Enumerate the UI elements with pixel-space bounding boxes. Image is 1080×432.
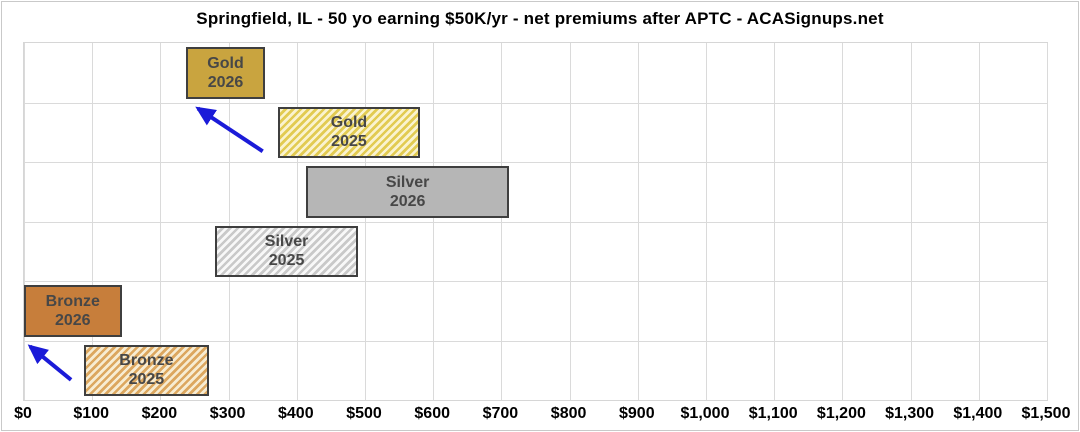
x-tick-label: $1,000 — [680, 405, 730, 422]
bar-label-plan: Bronze — [119, 352, 174, 370]
x-tick-label: $100 — [73, 405, 109, 422]
bar-label-year: 2026 — [207, 73, 244, 91]
bar-label-plan: Silver — [385, 173, 430, 191]
plot-area: Gold 2026 Gold 2025 Silver 2026 Silver 2025 Bron… — [23, 42, 1048, 401]
x-tick-label: $1,300 — [885, 405, 935, 422]
bar-label-year: 2025 — [128, 371, 165, 389]
bar-label-year: 2025 — [331, 133, 367, 151]
bar-label-plan: Gold — [330, 114, 368, 132]
bar-bronze-2025: Bronze 2025 — [84, 344, 209, 396]
bar-label-plan: Gold — [207, 54, 244, 72]
x-tick-label: $0 — [14, 405, 32, 422]
x-tick-label: $200 — [141, 405, 178, 422]
v-gridline — [1047, 43, 1048, 400]
x-tick-label: $1,500 — [1021, 405, 1071, 422]
x-tick-label: $300 — [209, 405, 246, 422]
x-tick-label: $1,400 — [953, 405, 1003, 422]
year-change-arrow — [27, 344, 73, 382]
bar-label-year: 2025 — [268, 252, 305, 270]
bar-label-year: 2026 — [389, 192, 426, 210]
bar-gold-2026: Gold 2026 — [186, 47, 265, 99]
x-tick-label: $500 — [346, 405, 382, 422]
h-gridline — [24, 221, 1047, 223]
bar-label-plan: Silver — [264, 233, 309, 251]
x-tick-label: $1,100 — [748, 405, 798, 422]
x-axis-tick-labels: $0 $100 $200 $300 $400 $500 $600 $700 $800 $900 $1… — [14, 405, 1070, 427]
x-tick-label: $600 — [414, 405, 450, 422]
bar-label-year: 2026 — [54, 311, 91, 329]
x-tick-label: $900 — [619, 405, 655, 422]
bar-gold-2025: Gold 2025 — [277, 106, 421, 158]
bar-silver-2026: Silver 2026 — [306, 166, 509, 218]
bar-silver-2025: Silver 2025 — [214, 225, 359, 277]
bar-bronze-2026: Bronze 2026 — [24, 285, 122, 337]
h-gridline — [24, 162, 1047, 163]
x-tick-label: $700 — [482, 405, 519, 422]
h-gridline — [24, 281, 1047, 282]
h-gridline — [24, 102, 1047, 104]
x-tick-label: $800 — [550, 405, 587, 422]
x-tick-label: $1,200 — [816, 405, 866, 422]
bar-label-plan: Bronze — [45, 292, 100, 310]
x-tick-label: $400 — [278, 405, 314, 422]
chart-title: Springfield, IL - 50 yo earning $50K/yr … — [196, 9, 884, 28]
year-change-arrow — [195, 106, 264, 153]
h-gridline — [24, 340, 1047, 342]
